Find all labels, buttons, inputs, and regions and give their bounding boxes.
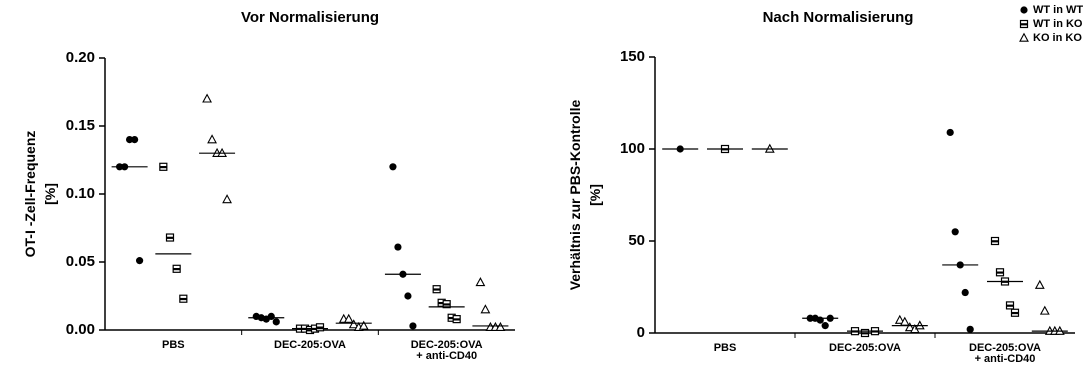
x-tick-label: DEC-205:OVA [969, 342, 1041, 354]
data-point [267, 312, 275, 320]
y-tick-label: 100 [620, 140, 645, 157]
data-point [1010, 308, 1020, 317]
data-point [136, 257, 144, 265]
y-tick-label: 0.00 [66, 321, 95, 338]
data-point [442, 300, 451, 309]
data-point [452, 315, 461, 324]
data-point [179, 294, 188, 303]
data-point [495, 321, 506, 332]
data-point [480, 304, 491, 314]
marker-fill [448, 316, 456, 320]
data-point [990, 236, 1000, 246]
y-tick-label: 0.15 [66, 117, 95, 134]
data-point [172, 264, 181, 273]
data-point [894, 314, 905, 324]
data-point [961, 288, 969, 297]
marker-fill [861, 332, 869, 335]
marker-fill [166, 236, 174, 239]
legend-marker [1019, 32, 1029, 42]
legend-label: WT in KO [1033, 18, 1083, 30]
chart: Vor Normalisierung OT-I -Zell-Frequenz [%]… [22, 9, 515, 362]
marker-fill [996, 271, 1004, 274]
marker-fill [991, 240, 999, 243]
chart: Nach Normalisierung Verhältnis zur PBS-Ko… [567, 4, 1084, 365]
marker-fill [443, 303, 451, 306]
data-point [432, 285, 441, 294]
y-tick-label: 0.05 [66, 253, 95, 270]
data-point [272, 318, 280, 326]
data-point [821, 322, 829, 330]
data-point [946, 128, 954, 137]
data-point [315, 323, 325, 332]
data-point [860, 328, 870, 338]
data-point [131, 136, 139, 144]
data-point [816, 316, 824, 324]
x-tick-label: + anti-CD40 [416, 350, 477, 362]
y-axis-label-line: OT-I -Zell-Frequenz [22, 131, 38, 258]
data-point [348, 319, 359, 329]
legend-marker [1019, 19, 1029, 29]
data-point [222, 194, 232, 204]
x-tick-label: DEC-205:OVA [274, 339, 346, 351]
data-point [1039, 305, 1050, 315]
y-axis-label: Verhältnis zur PBS-Kontrolle [%] [567, 99, 603, 290]
marker-fill [316, 326, 324, 329]
x-tick-label: + anti-CD40 [975, 353, 1036, 365]
marker-fill [1011, 311, 1019, 315]
data-point [404, 292, 412, 300]
x-tick-label: DEC-205:OVA [829, 342, 901, 354]
data-point [951, 228, 959, 236]
marker-fill [1020, 23, 1028, 26]
data-point [1034, 279, 1045, 289]
marker-fill [173, 268, 181, 271]
chart-title: Vor Normalisierung [241, 9, 379, 26]
legend-marker [1020, 6, 1028, 14]
marker-fill [433, 288, 441, 291]
data-point [126, 136, 134, 144]
data-point [165, 233, 175, 242]
marker-fill [438, 302, 446, 305]
x-tick-label: PBS [162, 339, 185, 351]
data-point [995, 268, 1005, 277]
data-point [389, 163, 397, 171]
y-tick-label: 0 [637, 324, 645, 341]
data-point [358, 320, 369, 330]
x-tick-label: PBS [714, 342, 737, 354]
marker-fill [1006, 304, 1014, 307]
data-point [207, 134, 217, 144]
data-point [343, 313, 354, 323]
y-axis-label-line: [%] [587, 184, 603, 206]
marker-fill [306, 329, 314, 332]
marker-fill [453, 318, 461, 321]
y-tick-label: 0.20 [66, 49, 95, 66]
data-point [966, 325, 974, 333]
y-axis-label: OT-I -Zell-Frequenz [%] [22, 131, 58, 258]
y-axis-label-line: Verhältnis zur PBS-Kontrolle [567, 99, 583, 290]
marker-fill [159, 166, 167, 169]
y-tick-label: 0.10 [66, 185, 95, 202]
data-point [159, 162, 168, 171]
y-tick-label: 150 [620, 48, 645, 65]
chart-title: Nach Normalisierung [763, 9, 914, 26]
data-point [202, 93, 212, 103]
data-point [409, 322, 417, 330]
legend-label: KO in KO [1033, 32, 1082, 44]
data-point [904, 322, 915, 332]
data-point [1005, 301, 1015, 310]
x-tick-label: DEC-205:OVA [411, 339, 483, 351]
marker-fill [179, 297, 187, 301]
y-tick-label: 50 [628, 232, 645, 249]
y-axis-label-line: [%] [42, 183, 58, 205]
data-point [394, 243, 402, 251]
data-point [475, 277, 486, 287]
legend-label: WT in WT [1033, 4, 1083, 16]
